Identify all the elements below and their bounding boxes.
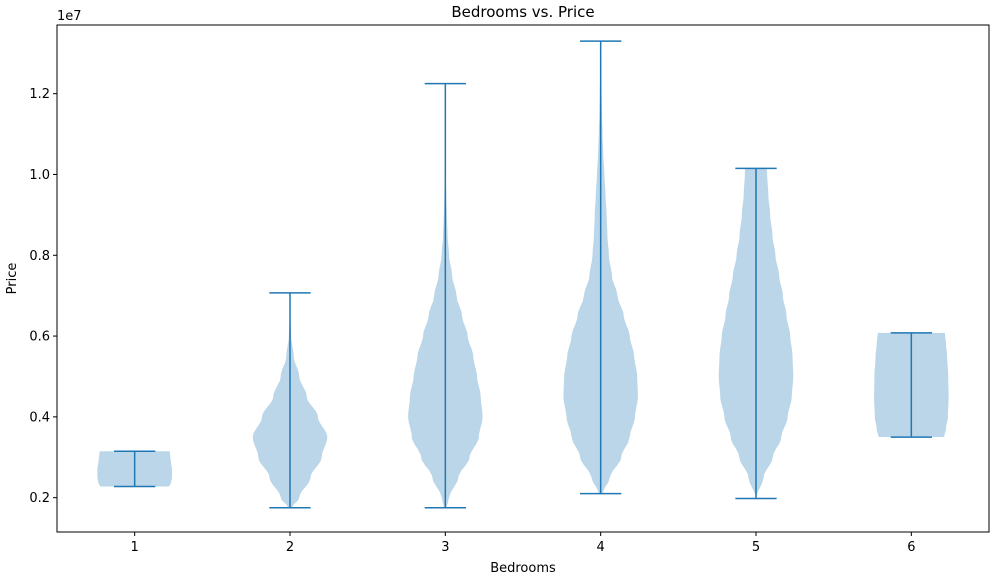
violins-layer xyxy=(97,40,949,509)
y-tick-label: 0.8 xyxy=(29,249,50,264)
x-tick-label: 5 xyxy=(752,540,760,555)
y-tick-label: 1.2 xyxy=(29,87,50,102)
y-tick-label: 0.6 xyxy=(29,330,50,345)
x-tick-label: 1 xyxy=(131,540,139,555)
x-axis-label: Bedrooms xyxy=(490,561,556,576)
y-tick-label: 0.2 xyxy=(29,491,50,506)
y-offset-label: 1e7 xyxy=(57,9,82,24)
x-tick-label: 2 xyxy=(286,540,294,555)
plot-frame xyxy=(56,24,990,533)
y-axis-label: Price xyxy=(5,263,20,295)
ticks-layer: 1 2 3 4 5 6 0.2 0.4 0.6 0.8 1.0 1.2 xyxy=(29,87,915,555)
y-tick-label: 0.4 xyxy=(29,410,50,425)
x-tick-label: 4 xyxy=(597,540,605,555)
x-tick-label: 3 xyxy=(441,540,449,555)
chart-title: Bedrooms vs. Price xyxy=(451,3,594,21)
y-tick-label: 1.0 xyxy=(29,168,50,183)
x-tick-label: 6 xyxy=(907,540,915,555)
